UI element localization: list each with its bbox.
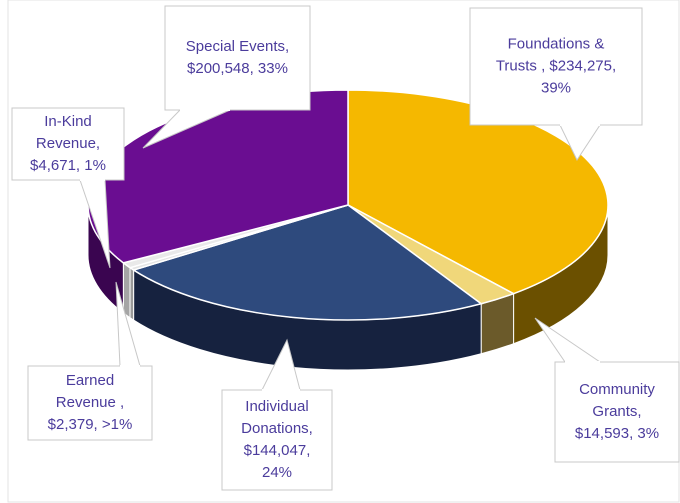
callout: Earned Revenue , $2,379, >1% <box>27 281 153 441</box>
slice <box>131 204 483 321</box>
callout: Special Events, $200,548, 33% <box>142 5 311 149</box>
data-label: Earned <box>66 372 114 389</box>
data-label: $200,548, 33% <box>187 60 288 77</box>
data-label: In-Kind <box>44 113 92 130</box>
callout: Foundations & Trusts , $234,275, 39% <box>469 7 643 162</box>
callout-box <box>11 107 125 181</box>
callout-box <box>469 7 643 126</box>
data-label: Foundations & <box>508 35 605 52</box>
callout-box <box>554 361 680 463</box>
data-label: Trusts , $234,275, <box>496 57 616 74</box>
data-label: Donations, <box>241 420 313 437</box>
callout-box <box>27 365 153 441</box>
data-label: Individual <box>245 398 308 415</box>
callout: Community Grants, $14,593, 3% <box>534 317 680 463</box>
data-label: $2,379, >1% <box>48 416 133 433</box>
data-label: Grants, <box>592 403 641 420</box>
data-label: Revenue, <box>36 135 100 152</box>
data-label: Community <box>579 381 655 398</box>
data-label: $144,047, <box>244 442 311 459</box>
slice <box>347 89 609 295</box>
callout: In-Kind Revenue, $4,671, 1% <box>11 107 125 269</box>
callout: Individual Donations, $144,047, 24% <box>221 338 333 491</box>
data-label: $4,671, 1% <box>30 157 106 174</box>
slice-side <box>129 266 135 321</box>
data-label: 39% <box>541 79 571 96</box>
callout-box <box>221 389 333 491</box>
data-label: 24% <box>262 464 292 481</box>
data-label: $14,593, 3% <box>575 425 659 442</box>
data-label: Revenue , <box>56 394 124 411</box>
callout-box <box>164 5 311 111</box>
data-label: Special Events, <box>186 38 289 55</box>
